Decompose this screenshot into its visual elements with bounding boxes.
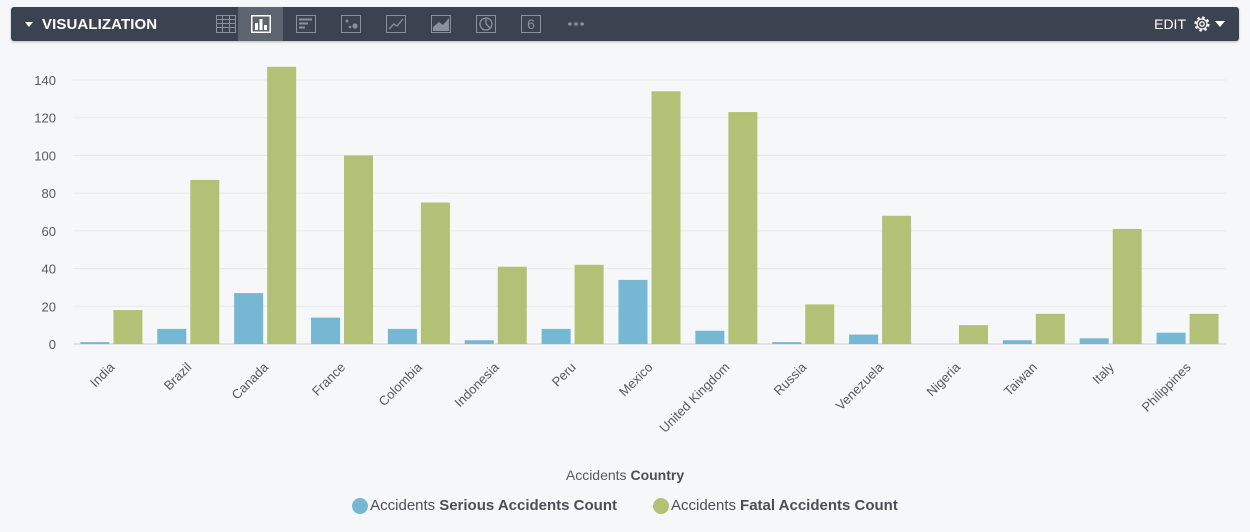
bar-fatal[interactable] — [420, 202, 450, 344]
bar-fatal[interactable] — [1035, 313, 1065, 344]
bar-chart-button[interactable] — [283, 7, 328, 41]
edit-label: EDIT — [1154, 16, 1186, 32]
legend-prefix-fatal: Accidents — [671, 497, 737, 514]
y-tick-label: 0 — [49, 337, 56, 352]
chevron-down-icon — [1215, 21, 1225, 27]
x-tick-label: Venezuela — [833, 359, 887, 413]
bar-fatal[interactable] — [1189, 313, 1219, 344]
x-tick-label: Philippines — [1139, 359, 1194, 414]
more-icon — [567, 22, 584, 26]
legend-item-serious[interactable]: Accidents Serious Accidents Count — [352, 497, 617, 514]
pie-chart-icon — [475, 15, 496, 33]
x-axis-title-prefix: Accidents — [565, 467, 627, 483]
x-tick-label: Indonesia — [451, 359, 502, 410]
line-chart-button[interactable] — [373, 7, 418, 41]
legend-swatch-fatal — [653, 497, 669, 514]
legend-label-serious: Serious Accidents Count — [439, 497, 617, 514]
column-chart-button[interactable] — [238, 7, 283, 41]
x-tick-label: France — [309, 360, 348, 399]
bar-serious[interactable] — [464, 340, 494, 344]
x-tick-label: Canada — [228, 359, 271, 402]
scatter-icon — [340, 15, 361, 33]
bar-serious[interactable] — [772, 342, 802, 344]
legend-label-fatal: Fatal Accidents Count — [740, 497, 898, 514]
visualization-toolbar: VISUALIZATION — [11, 7, 1239, 41]
y-tick-label: 80 — [42, 186, 56, 201]
bar-serious[interactable] — [618, 279, 648, 344]
more-button[interactable] — [553, 7, 598, 41]
x-tick-label: Russia — [771, 359, 810, 398]
bar-fatal[interactable] — [728, 112, 758, 344]
column-chart-icon — [250, 15, 271, 33]
visualization-toggle[interactable]: VISUALIZATION — [25, 7, 157, 41]
x-axis-title-field: Country — [630, 467, 685, 483]
bar-fatal[interactable] — [805, 304, 835, 344]
bar-serious[interactable] — [1156, 332, 1186, 344]
bar-fatal[interactable] — [344, 155, 374, 344]
legend-swatch-serious — [352, 497, 369, 514]
bar-fatal[interactable] — [267, 66, 297, 345]
bar-fatal[interactable] — [574, 264, 604, 344]
x-tick-label: Brazil — [161, 359, 195, 393]
bar-chart-icon — [295, 15, 316, 33]
single-value-glyph: 6 — [527, 16, 535, 32]
scatter-button[interactable] — [328, 7, 373, 41]
y-tick-label: 120 — [34, 111, 56, 126]
single-value-button[interactable]: 6 — [508, 7, 553, 41]
y-tick-label: 40 — [42, 262, 56, 277]
pie-chart-button[interactable] — [463, 7, 508, 41]
bar-serious[interactable] — [387, 328, 417, 344]
bar-fatal[interactable] — [113, 310, 143, 344]
table-icon — [215, 15, 236, 33]
table-button[interactable] — [203, 7, 248, 41]
bar-chart: 0 20 40 60 80 100 120 140 India Brazil Canada Franc… — [34, 66, 1226, 436]
gear-icon — [1194, 16, 1210, 32]
y-tick-label: 60 — [42, 224, 56, 239]
edit-menu[interactable]: EDIT — [1154, 7, 1225, 41]
visualization-title: VISUALIZATION — [42, 15, 158, 33]
bar-serious[interactable] — [157, 328, 187, 344]
x-tick-label: Mexico — [616, 360, 656, 400]
bar-serious[interactable] — [849, 334, 879, 344]
bar-fatal[interactable] — [958, 325, 988, 344]
bar-serious[interactable] — [311, 317, 341, 344]
bar-fatal[interactable] — [497, 266, 527, 344]
line-chart-icon — [385, 15, 406, 33]
y-tick-label: 140 — [34, 73, 56, 88]
x-tick-label: Nigeria — [923, 359, 963, 399]
bar-serious[interactable] — [80, 342, 110, 344]
x-tick-label: India — [87, 359, 118, 390]
bar-serious[interactable] — [1079, 338, 1109, 344]
x-tick-label: Peru — [549, 360, 579, 390]
x-tick-label: Italy — [1089, 359, 1117, 387]
bar-fatal[interactable] — [190, 179, 220, 344]
bar-fatal[interactable] — [651, 91, 681, 345]
bar-serious[interactable] — [541, 328, 571, 344]
bar-fatal[interactable] — [1112, 228, 1142, 344]
y-tick-label: 100 — [34, 148, 56, 163]
x-axis-title: Accidents Country — [0, 467, 1250, 483]
area-chart-icon — [430, 15, 451, 33]
caret-down-icon — [25, 21, 33, 27]
bar-serious[interactable] — [234, 293, 264, 344]
x-tick-label: Colombia — [376, 359, 426, 409]
legend-prefix-serious: Accidents — [370, 497, 436, 514]
y-tick-label: 20 — [42, 299, 56, 314]
bar-fatal[interactable] — [882, 215, 912, 344]
single-value-icon: 6 — [520, 15, 541, 33]
x-tick-label: Taiwan — [1001, 360, 1040, 399]
legend-item-fatal[interactable]: Accidents Fatal Accidents Count — [653, 497, 898, 514]
bar-serious[interactable] — [695, 330, 725, 344]
bar-serious[interactable] — [1002, 340, 1032, 344]
chart-legend: Accidents Serious Accidents Count Accide… — [0, 497, 1250, 514]
x-tick-label: United Kingdom — [656, 360, 732, 436]
area-chart-button[interactable] — [418, 7, 463, 41]
